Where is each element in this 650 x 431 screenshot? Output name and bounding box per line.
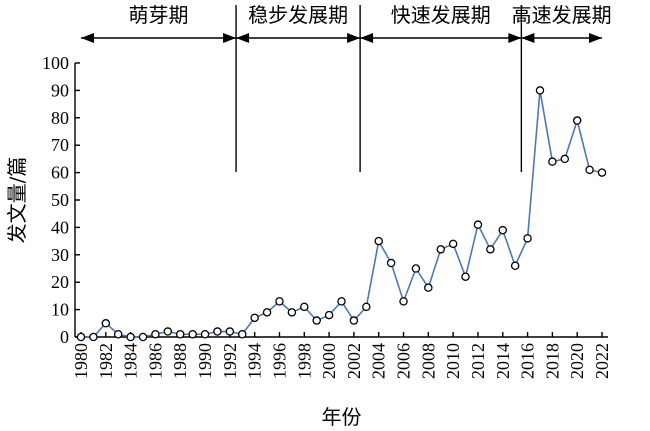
data-point: [535, 86, 545, 95]
phase-3: 快速发展期: [360, 3, 522, 43]
axes: [74, 63, 608, 338]
data-point: [424, 283, 433, 292]
x-tick-label: 1992: [220, 343, 240, 379]
arrow-right-icon: [347, 33, 361, 43]
x-tick-label: 1984: [121, 343, 141, 379]
y-tick-label: 50: [51, 190, 69, 210]
x-tick-label: 2014: [493, 343, 513, 379]
data-point: [523, 234, 532, 243]
x-tick-label: 1998: [294, 343, 314, 379]
arrow-right-icon: [589, 33, 602, 43]
x-tick-label: 1986: [145, 343, 165, 379]
data-point: [337, 297, 346, 306]
x-tick-label: 1996: [269, 343, 289, 379]
data-point: [126, 332, 135, 342]
y-tick-label: 70: [51, 135, 69, 155]
data-point: [287, 308, 297, 317]
data-point: [76, 332, 86, 342]
x-tick-label: 2002: [344, 343, 364, 379]
arrow-left-icon: [521, 33, 535, 43]
phase-label: 高速发展期: [512, 3, 612, 27]
data-point: [238, 330, 247, 339]
x-tick-label: 1990: [195, 343, 215, 379]
data-point: [213, 327, 222, 336]
x-tick-label: 2022: [592, 343, 612, 379]
x-tick-label: 2010: [443, 343, 463, 379]
x-tick-label: 2006: [394, 343, 414, 379]
data-point: [448, 239, 458, 249]
y-tick-label: 90: [51, 80, 69, 100]
phase-4: 高速发展期: [512, 3, 612, 43]
data-point: [436, 245, 445, 254]
x-tick-label: 1982: [96, 343, 116, 379]
x-tick-label: 2020: [567, 343, 587, 379]
data-point: [473, 220, 483, 229]
x-tick-label: 2004: [369, 343, 389, 379]
y-tick-label: 60: [51, 163, 69, 183]
phase-1: 萌芽期: [81, 3, 237, 43]
data-point: [138, 332, 148, 342]
data-point: [163, 327, 173, 336]
arrow-left-icon: [360, 33, 374, 43]
arrow-right-icon: [223, 33, 237, 43]
data-point: [151, 330, 160, 339]
y-tick-label: 30: [51, 245, 69, 265]
x-tick-label: 1994: [245, 343, 265, 379]
phase-label: 萌芽期: [129, 3, 189, 27]
data-point: [225, 327, 235, 336]
data-point: [461, 272, 470, 281]
arrow-left-icon: [81, 33, 94, 43]
y-tick-label: 20: [51, 272, 69, 292]
data-point: [374, 236, 383, 246]
data-point: [89, 332, 98, 342]
phase-annotations: 萌芽期 稳步发展期 快速发展期 高速发展期: [81, 3, 612, 172]
phase-2: 稳步发展期: [236, 3, 361, 43]
x-tick-label: 2018: [542, 343, 562, 379]
data-point: [113, 330, 123, 339]
data-point: [498, 225, 508, 235]
data-point: [349, 316, 359, 325]
y-tick-label: 10: [51, 300, 69, 320]
data-point: [250, 313, 259, 323]
data-point: [362, 302, 371, 312]
data-point: [175, 330, 185, 339]
data-point: [572, 116, 582, 125]
data-point: [200, 330, 210, 339]
data-point: [597, 168, 607, 177]
data-point: [101, 319, 111, 328]
x-tick-label: 2016: [518, 343, 538, 379]
data-point: [486, 245, 495, 254]
arrow-right-icon: [508, 33, 522, 43]
series: [76, 86, 607, 342]
data-point: [386, 258, 396, 268]
data-point: [548, 157, 557, 166]
x-tick-label: 2008: [418, 343, 438, 379]
phase-label: 快速发展期: [391, 3, 491, 27]
y-tick-label: 100: [42, 53, 69, 73]
data-point: [312, 316, 321, 325]
data-point: [300, 302, 309, 312]
y-tick-label: 0: [60, 327, 69, 347]
data-point: [510, 261, 520, 271]
x-tick-label: 1988: [170, 343, 190, 379]
data-point: [585, 165, 594, 175]
y-tick-label: 40: [51, 217, 69, 237]
x-tick-label: 1980: [71, 343, 91, 379]
x-tick-label: 2012: [468, 343, 488, 379]
data-point: [188, 330, 197, 339]
data-point: [275, 297, 284, 306]
data-point: [560, 154, 570, 164]
data-point: [262, 308, 272, 317]
x-axis-title: 年份: [322, 405, 362, 429]
phase-label: 稳步发展期: [248, 3, 348, 27]
arrow-left-icon: [236, 33, 250, 43]
y-axis-title: 发文量/篇: [5, 157, 29, 244]
data-point: [411, 264, 421, 273]
x-tick-label: 2000: [319, 343, 339, 379]
data-point: [399, 297, 408, 306]
data-point: [324, 310, 334, 320]
y-tick-label: 80: [51, 108, 69, 128]
